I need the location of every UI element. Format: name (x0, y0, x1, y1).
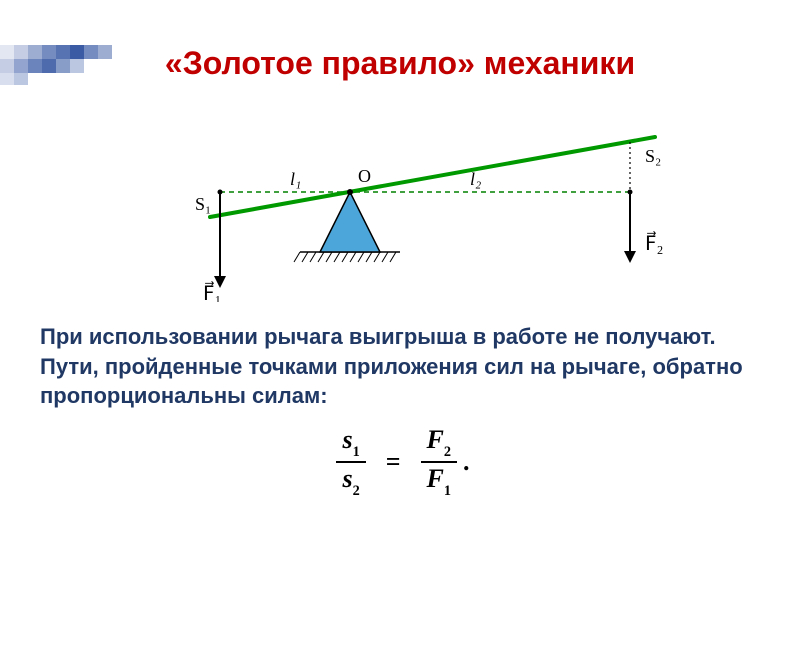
formula: s1 s2 = F2 F1 . (0, 426, 800, 498)
equals-sign: = (386, 447, 401, 477)
svg-text:S₂: S₂ (645, 146, 661, 166)
svg-text:l₂: l₂ (470, 169, 481, 189)
corner-decoration (0, 45, 220, 85)
svg-text:F⃗₁: F⃗₁ (203, 280, 221, 302)
svg-text:F⃗₂: F⃗₂ (645, 230, 663, 255)
body-text: При использовании рычага выигрыша в рабо… (40, 322, 760, 411)
lever-diagram: l₁ l₂ O S₁ S₂ F⃗₁ F⃗₂ (100, 102, 700, 302)
svg-text:l₁: l₁ (290, 169, 301, 189)
formula-trailing: . (463, 447, 470, 477)
svg-text:S₁: S₁ (195, 194, 211, 214)
svg-text:O: O (358, 166, 371, 186)
